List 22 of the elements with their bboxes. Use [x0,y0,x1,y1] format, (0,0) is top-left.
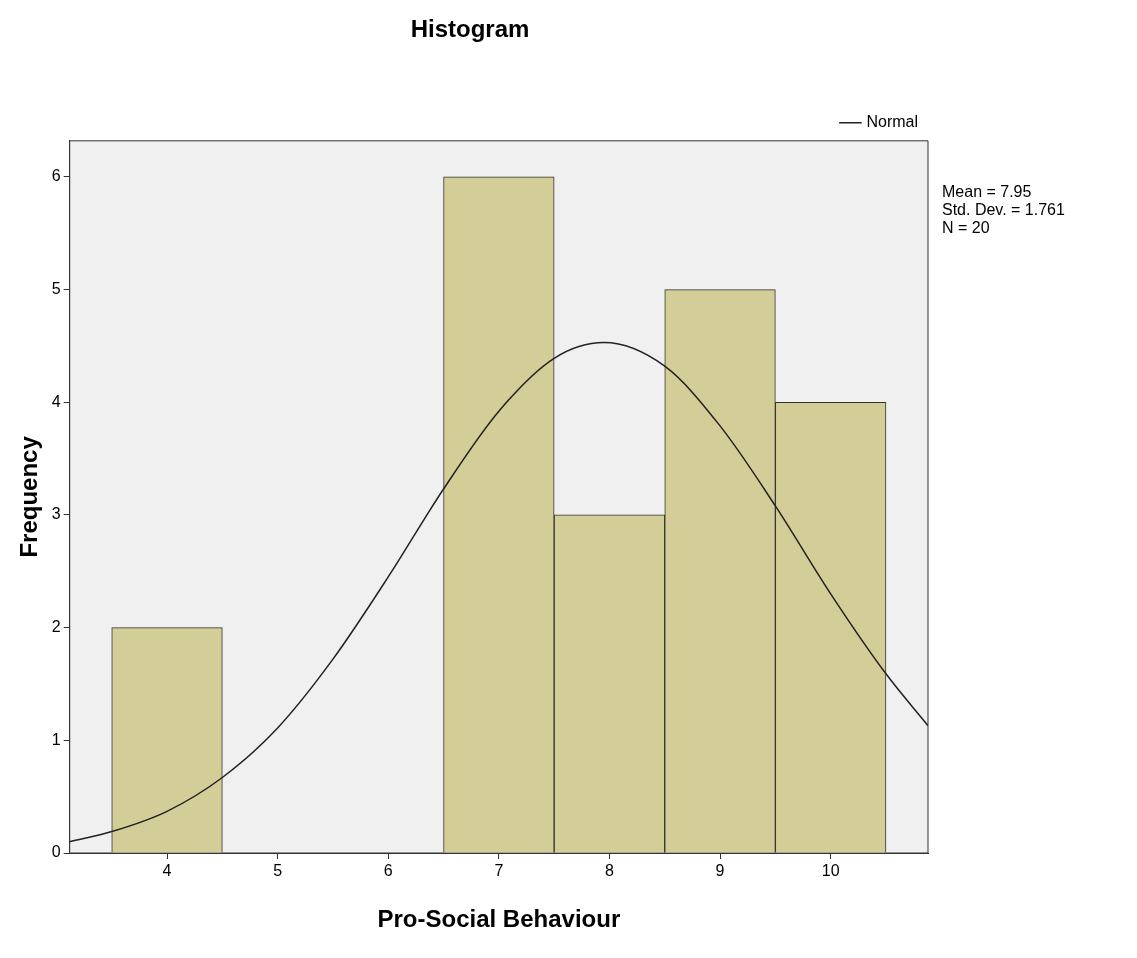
text: Std. Dev. = 1.761 [942,201,1065,219]
legend-label: Normal [866,113,918,131]
y-tick-label: 1 [51,730,61,748]
x-tick-label: 10 [821,862,840,880]
x-tick-label: 4 [162,862,172,880]
x-tick-label: 6 [383,862,393,880]
text: Mean = 7.95 [942,183,1032,201]
x-tick-label: 5 [273,862,283,880]
y-tick-label: 6 [51,167,61,185]
y-tick-label: 2 [51,618,61,636]
y-axis-title: Frequency [15,435,43,558]
line-series [69,341,928,843]
y-tick-label: 5 [51,279,61,297]
chart-title: Histogram [410,15,530,43]
x-tick-label: 9 [715,862,725,880]
x-tick-label: 7 [494,862,504,880]
y-tick-label: 4 [51,392,61,410]
x-axis-title: Pro-Social Behaviour [377,905,621,933]
y-tick-label: 3 [51,505,61,523]
x-tick-label: 8 [605,862,614,880]
text: N = 20 [942,219,990,237]
y-tick-label: 0 [51,843,61,861]
